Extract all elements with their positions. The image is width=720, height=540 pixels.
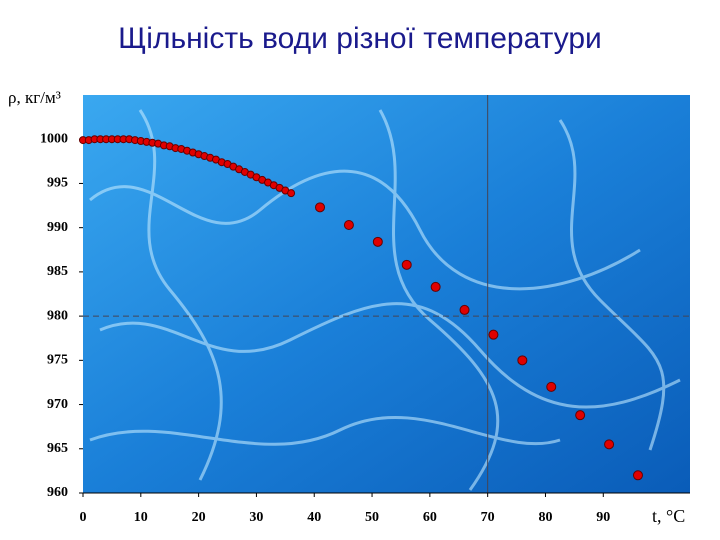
data-point [546, 381, 557, 392]
x-tick-label: 30 [249, 510, 263, 525]
data-point [372, 236, 383, 247]
data-point [488, 329, 499, 340]
x-tick-label: 10 [134, 510, 148, 525]
x-tick-label: 60 [423, 510, 437, 525]
x-tick-label: 0 [80, 510, 87, 525]
x-tick-label: 20 [192, 510, 206, 525]
data-point [343, 220, 354, 231]
x-tick-label: 40 [307, 510, 321, 525]
data-point [401, 259, 412, 270]
plot-background [83, 95, 690, 493]
x-tick-label: 50 [365, 510, 379, 525]
x-tick-label: 70 [481, 510, 495, 525]
data-point [632, 470, 643, 481]
y-tick-label: 995 [47, 176, 68, 191]
y-tick-label: 990 [47, 220, 68, 235]
data-point [604, 439, 615, 450]
data-point [430, 281, 441, 292]
y-tick-label: 965 [47, 441, 68, 456]
data-point [459, 304, 470, 315]
x-axis-label: t, °C [652, 506, 685, 526]
y-tick-label: 980 [47, 308, 68, 323]
data-point [517, 355, 528, 366]
y-tick-label: 985 [47, 264, 68, 279]
y-tick-label: 970 [47, 397, 68, 412]
y-axis-label: ρ, кг/м³ [8, 88, 61, 107]
data-point [315, 202, 326, 213]
y-tick-label: 975 [47, 353, 68, 368]
chart-title: Щільність води різної температури [118, 22, 602, 55]
x-tick-label: 90 [596, 510, 610, 525]
data-point [287, 189, 296, 198]
x-tick-label: 80 [538, 510, 552, 525]
y-tick-label: 1000 [40, 131, 68, 146]
y-tick-label: 960 [47, 485, 68, 500]
data-point [575, 410, 586, 421]
